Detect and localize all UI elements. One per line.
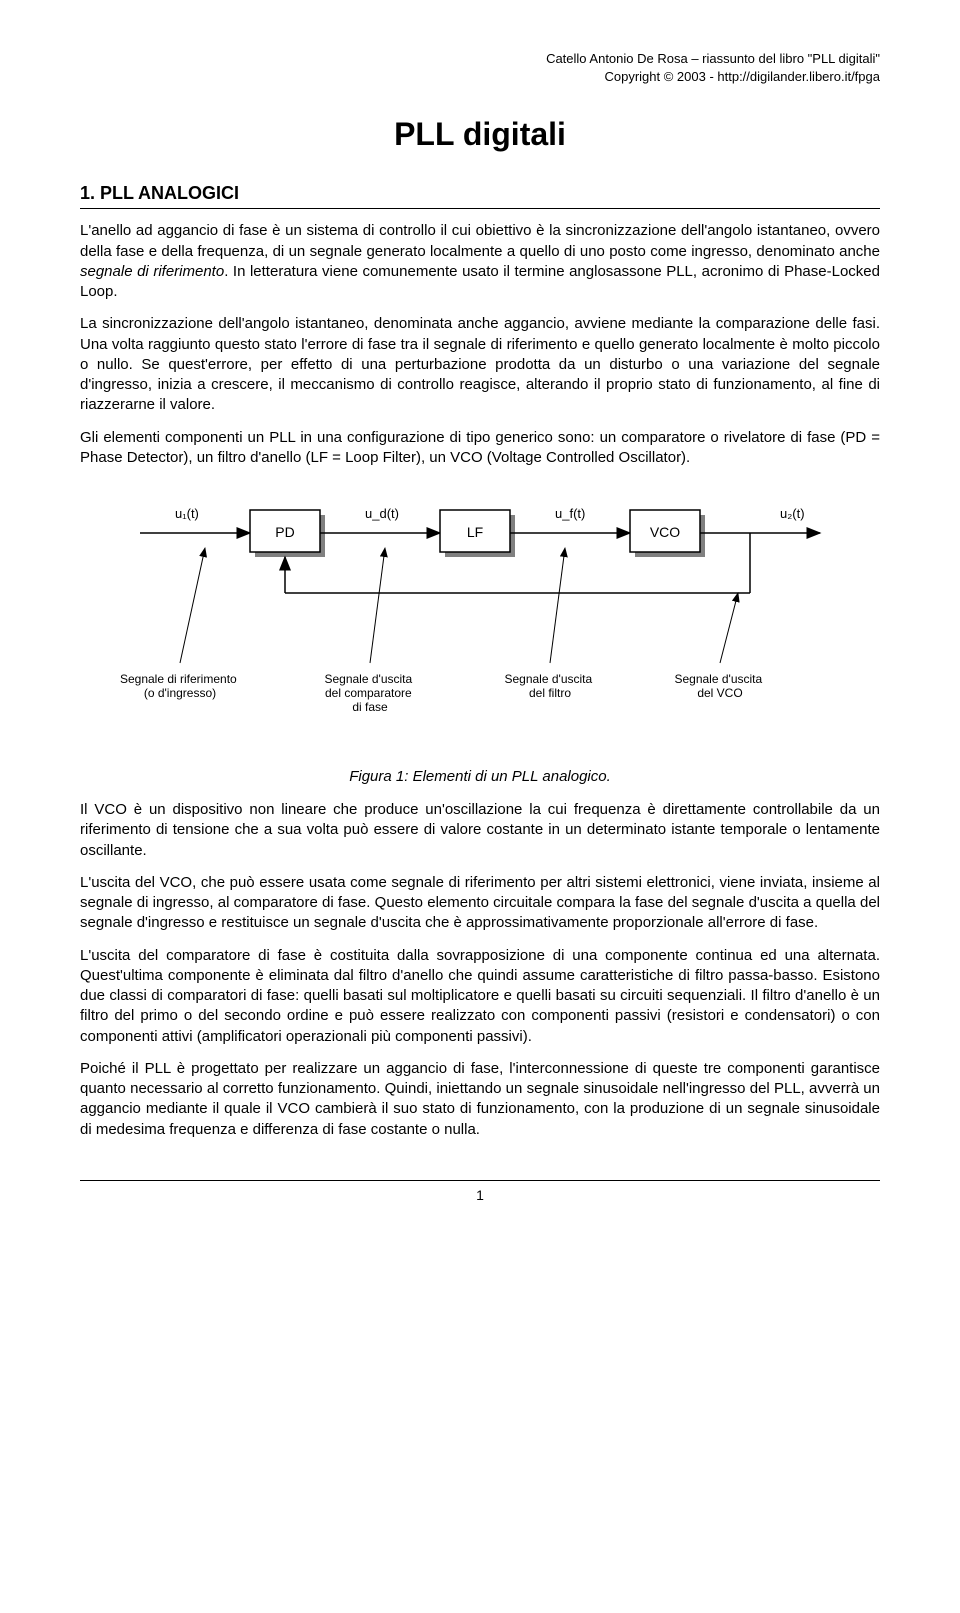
signal-u1-label: u₁(t) — [175, 506, 199, 521]
paragraph-5: L'uscita del VCO, che può essere usata c… — [80, 873, 880, 934]
signal-u2-label: u₂(t) — [780, 506, 805, 521]
pll-block-diagram: u₁(t) PD u_d(t) LF u_f(t) VCO u₂(t) — [120, 493, 840, 758]
label-filt-out: Segnale d'uscita del filtro — [504, 672, 595, 700]
signal-uf-label: u_f(t) — [555, 506, 585, 521]
paragraph-6: L'uscita del comparatore di fase è costi… — [80, 946, 880, 1047]
paragraph-3: Gli elementi componenti un PLL in una co… — [80, 428, 880, 469]
page-number: 1 — [80, 1180, 880, 1203]
signal-ud-label: u_d(t) — [365, 506, 399, 521]
header-line1: Catello Antonio De Rosa – riassunto del … — [80, 50, 880, 68]
label-comp-out: Segnale d'uscita del comparatore di fase — [324, 672, 415, 714]
header-block: Catello Antonio De Rosa – riassunto del … — [80, 50, 880, 86]
paragraph-1: L'anello ad aggancio di fase è un sistem… — [80, 221, 880, 302]
paragraph-7: Poiché il PLL è progettato per realizzar… — [80, 1059, 880, 1140]
lf-box-label: LF — [467, 524, 483, 540]
section-title: 1. PLL ANALOGICI — [80, 183, 880, 209]
pd-box-label: PD — [275, 524, 294, 540]
paragraph-2: La sincronizzazione dell'angolo istantan… — [80, 314, 880, 415]
vco-box-label: VCO — [650, 524, 680, 540]
p1-a: L'anello ad aggancio di fase è un sistem… — [80, 222, 880, 259]
figure-caption: Figura 1: Elementi di un PLL analogico. — [80, 768, 880, 785]
main-title: PLL digitali — [80, 116, 880, 153]
label-vco-out: Segnale d'uscita del VCO — [674, 672, 765, 700]
label-ref: Segnale di riferimento (o d'ingresso) — [120, 672, 240, 700]
p1-italic: segnale di riferimento — [80, 263, 224, 280]
header-line2: Copyright © 2003 - http://digilander.lib… — [80, 68, 880, 86]
paragraph-4: Il VCO è un dispositivo non lineare che … — [80, 800, 880, 861]
